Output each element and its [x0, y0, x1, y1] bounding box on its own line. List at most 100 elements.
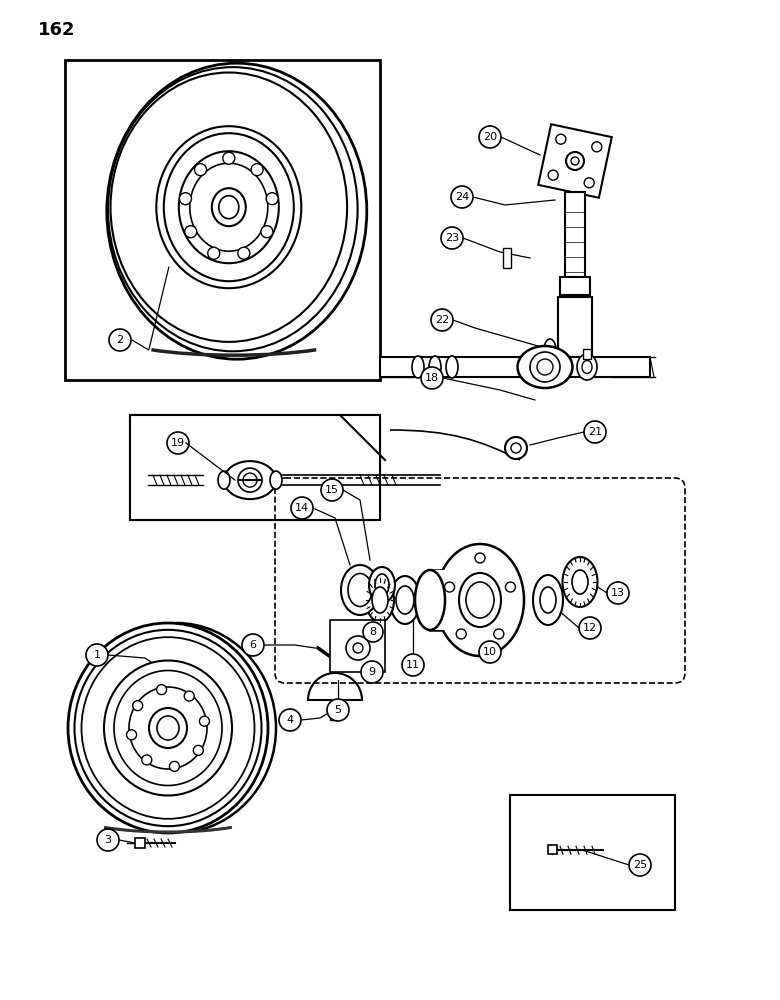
Text: 15: 15: [325, 485, 339, 495]
Text: 10: 10: [483, 647, 497, 657]
Bar: [560, 277, 590, 295]
Bar: [130, 415, 380, 520]
Ellipse shape: [544, 339, 556, 361]
Circle shape: [475, 553, 485, 563]
Text: 19: 19: [171, 438, 185, 448]
Ellipse shape: [577, 354, 597, 380]
Bar: [538, 124, 612, 198]
Circle shape: [566, 152, 584, 170]
Ellipse shape: [179, 151, 278, 263]
Ellipse shape: [530, 352, 560, 382]
Circle shape: [505, 582, 516, 592]
Circle shape: [441, 227, 463, 249]
Circle shape: [321, 479, 343, 501]
Ellipse shape: [104, 660, 232, 796]
Ellipse shape: [224, 461, 276, 499]
Ellipse shape: [572, 570, 588, 594]
Text: 18: 18: [425, 373, 439, 383]
Circle shape: [169, 761, 179, 771]
Ellipse shape: [156, 126, 301, 288]
Circle shape: [363, 622, 383, 642]
Bar: [510, 795, 675, 910]
Bar: [430, 570, 480, 630]
Bar: [548, 845, 557, 854]
Bar: [135, 838, 145, 848]
Circle shape: [451, 186, 473, 208]
Circle shape: [261, 226, 273, 238]
Ellipse shape: [459, 573, 501, 627]
Circle shape: [109, 329, 131, 351]
Ellipse shape: [346, 636, 370, 660]
Circle shape: [251, 164, 263, 176]
Ellipse shape: [366, 578, 394, 622]
Bar: [330, 620, 385, 672]
Ellipse shape: [369, 567, 395, 603]
Bar: [565, 192, 585, 302]
Circle shape: [184, 691, 194, 701]
Ellipse shape: [562, 557, 597, 607]
Text: 3: 3: [105, 835, 112, 845]
Text: 21: 21: [588, 427, 602, 437]
Text: 11: 11: [406, 660, 420, 670]
Bar: [583, 349, 591, 359]
Circle shape: [242, 634, 264, 656]
Circle shape: [200, 716, 210, 726]
Text: 24: 24: [455, 192, 469, 202]
Circle shape: [629, 854, 651, 876]
Circle shape: [327, 699, 349, 721]
Circle shape: [402, 654, 424, 676]
Text: 2: 2: [116, 335, 123, 345]
Text: 14: 14: [295, 503, 309, 513]
Text: 1: 1: [94, 650, 101, 660]
Ellipse shape: [270, 471, 282, 489]
Circle shape: [456, 629, 466, 639]
Circle shape: [607, 582, 629, 604]
Circle shape: [194, 164, 207, 176]
Ellipse shape: [341, 565, 379, 615]
Ellipse shape: [533, 575, 563, 625]
Circle shape: [97, 829, 119, 851]
Circle shape: [445, 582, 455, 592]
Circle shape: [431, 309, 453, 331]
Bar: [380, 357, 650, 377]
Circle shape: [142, 755, 152, 765]
Circle shape: [126, 730, 136, 740]
Ellipse shape: [517, 346, 573, 388]
Bar: [503, 248, 511, 268]
Ellipse shape: [372, 587, 388, 613]
Circle shape: [157, 685, 167, 695]
Circle shape: [185, 226, 197, 238]
Circle shape: [207, 247, 220, 259]
Ellipse shape: [238, 468, 262, 492]
Text: 20: 20: [483, 132, 497, 142]
Circle shape: [548, 170, 558, 180]
Text: 4: 4: [286, 715, 293, 725]
Ellipse shape: [212, 188, 246, 226]
Circle shape: [291, 497, 313, 519]
Text: 6: 6: [250, 640, 257, 650]
Text: 162: 162: [38, 21, 76, 39]
Text: 5: 5: [335, 705, 342, 715]
Ellipse shape: [149, 708, 187, 748]
Ellipse shape: [429, 356, 441, 378]
Circle shape: [584, 178, 594, 188]
Circle shape: [167, 432, 189, 454]
Ellipse shape: [446, 356, 458, 378]
Circle shape: [279, 709, 301, 731]
Circle shape: [592, 142, 602, 152]
Text: 22: 22: [435, 315, 449, 325]
Circle shape: [421, 367, 443, 389]
Circle shape: [479, 126, 501, 148]
Ellipse shape: [436, 544, 524, 656]
Bar: [558, 297, 592, 357]
Ellipse shape: [412, 356, 424, 378]
Text: 12: 12: [583, 623, 597, 633]
Circle shape: [223, 152, 235, 164]
Circle shape: [266, 193, 278, 205]
Circle shape: [193, 745, 204, 755]
Ellipse shape: [390, 576, 420, 624]
Circle shape: [579, 617, 601, 639]
Ellipse shape: [415, 570, 445, 630]
Text: 8: 8: [370, 627, 377, 637]
Circle shape: [133, 701, 143, 711]
